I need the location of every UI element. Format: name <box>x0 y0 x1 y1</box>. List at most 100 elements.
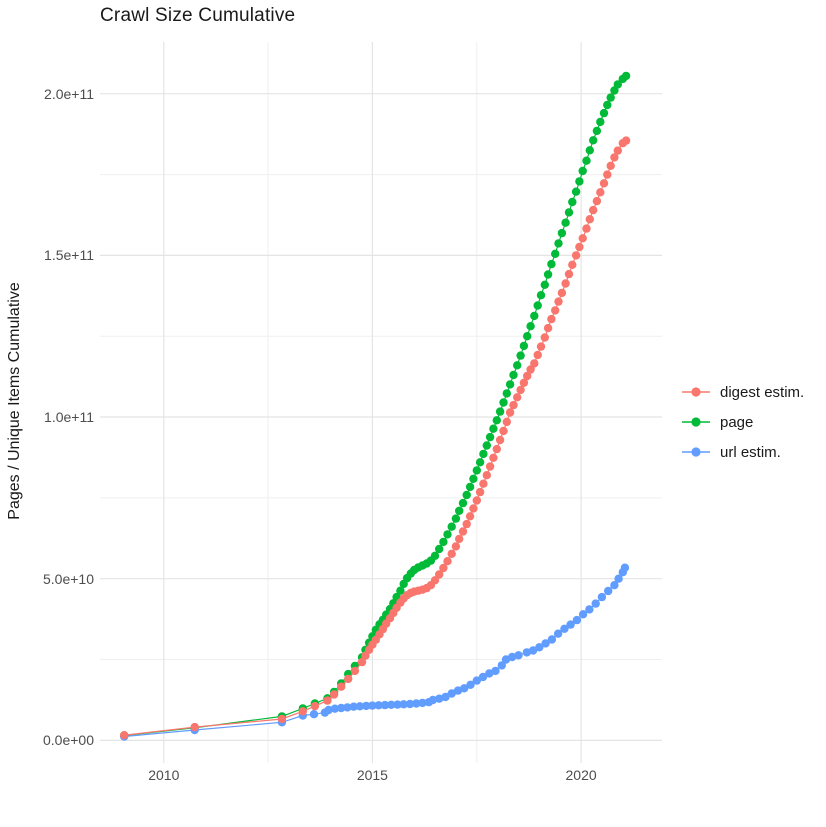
data-point-url-estim <box>393 700 402 709</box>
y-tick-label: 0.0e+00 <box>43 732 94 749</box>
data-point-digest-estim <box>592 196 602 206</box>
data-point-page <box>551 249 560 258</box>
data-point-digest-estim <box>621 136 631 145</box>
data-point-url-estim <box>387 700 396 709</box>
legend-item-label: digest estim. <box>720 383 805 401</box>
data-point-digest-estim <box>447 549 456 558</box>
legend-key-icon <box>682 447 710 457</box>
data-point-digest-estim <box>582 224 591 233</box>
data-point-url-estim <box>343 703 352 712</box>
data-point-page <box>469 474 478 483</box>
data-point-url-estim <box>418 698 427 708</box>
data-point-page <box>557 228 567 238</box>
data-point-url-estim <box>547 635 557 644</box>
data-point-digest-estim <box>571 251 581 260</box>
data-point-page <box>505 380 515 389</box>
legend-item-label: url estim. <box>720 443 781 461</box>
data-point-page <box>621 71 631 81</box>
y-tick-label: 1.0e+11 <box>44 409 94 425</box>
legend-item-page: page <box>681 407 804 437</box>
data-point-page <box>472 466 481 475</box>
data-point-url-estim <box>466 680 475 689</box>
y-tick-label: 1.5e+11 <box>44 247 94 264</box>
data-point-page <box>561 218 570 227</box>
data-point-digest-estim <box>492 444 501 454</box>
data-point-page <box>554 239 563 248</box>
data-point-url-estim <box>412 699 421 708</box>
x-tick-label: 2020 <box>565 767 597 783</box>
data-point-page <box>430 551 440 560</box>
data-point-digest-estim <box>277 714 287 724</box>
data-point-page <box>536 291 546 300</box>
data-point-url-estim <box>620 563 630 572</box>
data-point-digest-estim <box>439 563 448 573</box>
data-point-digest-estim <box>599 179 609 188</box>
data-point-page <box>396 586 405 595</box>
data-point-digest-estim <box>543 323 553 333</box>
data-point-digest-estim <box>310 701 320 711</box>
data-point-digest-estim <box>430 576 440 585</box>
data-point-digest-estim <box>610 153 619 162</box>
legend-item-label: page <box>720 413 754 431</box>
data-point-page <box>610 86 619 95</box>
data-point-url-estim <box>491 666 500 676</box>
data-point-page <box>564 208 574 217</box>
data-point-page <box>489 424 498 433</box>
data-point-digest-estim <box>443 557 452 566</box>
data-point-url-estim <box>522 648 531 657</box>
legend-key-dot <box>691 387 701 397</box>
data-point-page <box>575 177 584 186</box>
legend-item-digest-estim: digest estim. <box>681 377 804 407</box>
data-point-digest-estim <box>554 297 563 306</box>
data-point-page <box>499 398 508 407</box>
data-point-page <box>543 270 553 279</box>
data-point-digest-estim <box>585 215 594 224</box>
data-point-page <box>513 361 522 370</box>
data-point-url-estim <box>337 703 346 713</box>
data-point-url-estim <box>405 699 415 709</box>
data-point-digest-estim <box>564 269 574 279</box>
data-point-digest-estim <box>489 453 498 462</box>
data-point-digest-estim <box>516 385 525 395</box>
data-point-digest-estim <box>568 260 577 269</box>
data-point-url-estim <box>349 702 358 711</box>
data-point-digest-estim <box>298 707 307 716</box>
data-point-digest-estim <box>547 314 556 324</box>
data-point-url-estim <box>324 705 333 715</box>
data-point-page <box>495 407 505 416</box>
legend-key-icon <box>682 387 710 397</box>
data-point-page <box>435 544 444 554</box>
data-point-url-estim <box>428 695 438 705</box>
legend-key-icon <box>682 417 710 427</box>
data-point-page <box>492 416 501 425</box>
data-point-digest-estim <box>523 371 532 381</box>
y-tick-label: 2.0e+11 <box>44 85 94 102</box>
data-point-page <box>451 514 461 523</box>
data-point-url-estim <box>478 672 488 682</box>
x-tick-label: 2010 <box>148 767 180 783</box>
data-point-page <box>516 351 525 360</box>
data-point-url-estim <box>591 599 600 608</box>
data-point-url-estim <box>508 652 517 662</box>
data-point-page <box>613 80 622 89</box>
data-point-digest-estim <box>596 188 605 197</box>
data-point-page <box>482 441 491 450</box>
data-point-page <box>530 311 539 321</box>
data-point-page <box>502 389 511 398</box>
data-point-page <box>519 341 529 351</box>
data-point-digest-estim <box>357 657 367 667</box>
data-point-digest-estim <box>606 161 615 170</box>
data-point-digest-estim <box>472 496 481 505</box>
y-tick-label: 5.0e+10 <box>43 570 94 587</box>
data-point-page <box>589 136 598 145</box>
data-point-digest-estim <box>513 393 522 402</box>
data-point-url-estim <box>447 689 456 698</box>
data-point-page <box>547 259 556 269</box>
data-point-digest-estim <box>435 570 444 579</box>
legend-key-dot <box>691 417 701 427</box>
data-point-digest-estim <box>190 722 199 732</box>
data-point-digest-estim <box>458 527 468 536</box>
data-point-digest-estim <box>499 426 508 436</box>
data-point-url-estim <box>614 574 623 583</box>
data-point-url-estim <box>497 661 506 670</box>
